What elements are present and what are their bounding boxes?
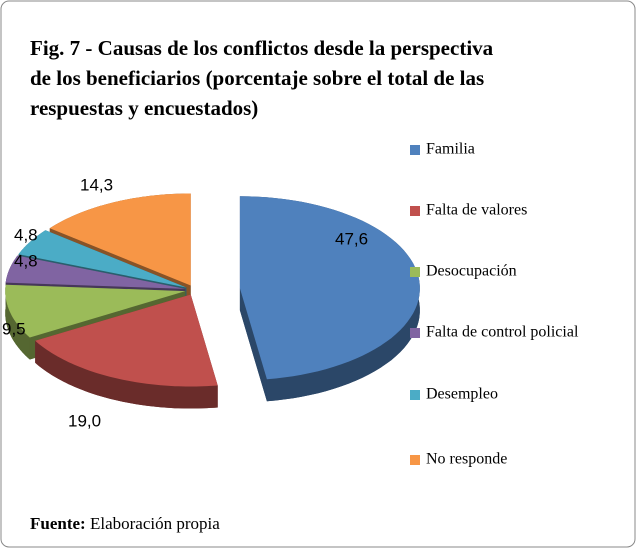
legend-marker	[410, 206, 420, 216]
chart-title: de los beneficiarios (porcentaje sobre e…	[30, 66, 484, 90]
data-label: 4,8	[14, 251, 38, 270]
legend-marker	[410, 328, 420, 338]
slice-top	[35, 294, 218, 387]
legend-label: Falta de valores	[426, 202, 527, 219]
slice-top	[5, 255, 186, 289]
slice-top	[239, 196, 420, 380]
source-label: Fuente:	[30, 514, 86, 533]
slice-top	[49, 193, 191, 286]
data-label: 9,5	[2, 319, 26, 338]
legend-label: No responde	[426, 451, 507, 468]
legend-marker	[410, 267, 420, 277]
legend-marker	[410, 455, 420, 465]
legend-marker	[410, 145, 420, 155]
legend-label: Desempleo	[426, 386, 498, 403]
slice-wall	[5, 284, 30, 360]
slice-top	[18, 230, 187, 288]
slice-top	[5, 284, 186, 338]
data-label: 4,8	[14, 225, 38, 244]
chart-title: Fig. 7 - Causas de los conflictos desde …	[30, 36, 494, 60]
data-label: 47,6	[335, 229, 368, 248]
legend-marker	[410, 390, 420, 400]
slice	[239, 196, 420, 402]
chart-title: respuestas y encuestados)	[30, 96, 258, 120]
data-label: 14,3	[80, 175, 113, 194]
legend-label: Falta de control policial	[426, 324, 579, 341]
slice-wall	[35, 340, 218, 409]
slice-edge	[239, 288, 267, 402]
data-label: 19,0	[68, 411, 101, 430]
legend-label: Familia	[426, 141, 475, 158]
source: Fuente: Elaboración propia	[30, 514, 220, 533]
source-text: Elaboración propia	[90, 514, 220, 533]
slice	[35, 294, 218, 409]
legend-label: Desocupación	[426, 263, 517, 280]
